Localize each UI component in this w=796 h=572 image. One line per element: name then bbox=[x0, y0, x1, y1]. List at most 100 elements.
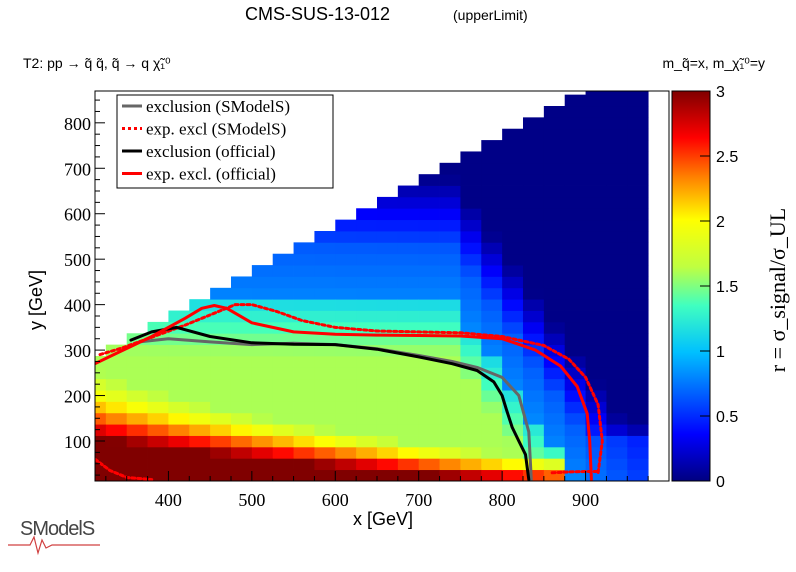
heatmap-cell bbox=[418, 435, 440, 448]
heatmap-cell bbox=[147, 412, 169, 425]
heatmap-cell bbox=[627, 219, 649, 232]
heatmap-cell bbox=[418, 242, 440, 255]
heatmap-cell bbox=[314, 287, 336, 300]
heatmap-cell bbox=[356, 299, 378, 311]
heatmap-cell bbox=[439, 469, 461, 481]
z-tick-label: 0 bbox=[716, 474, 725, 491]
heatmap-cell bbox=[189, 469, 211, 481]
heatmap-cell bbox=[585, 151, 607, 164]
heatmap-cell bbox=[481, 185, 503, 198]
heatmap-cell bbox=[272, 276, 294, 289]
heatmap-cell bbox=[543, 162, 566, 175]
heatmap-cell bbox=[502, 446, 524, 459]
heatmap-cell bbox=[543, 367, 566, 380]
heatmap-cell bbox=[627, 208, 649, 221]
heatmap-cell bbox=[439, 299, 461, 311]
heatmap-cell bbox=[210, 367, 232, 380]
heatmap-cell bbox=[168, 412, 190, 425]
heatmap-cell bbox=[335, 299, 357, 311]
heatmap-cell bbox=[502, 321, 524, 334]
heatmap-cell bbox=[189, 367, 211, 380]
heatmap-cell bbox=[293, 265, 315, 277]
heatmap-cell bbox=[335, 287, 357, 300]
heatmap-cell bbox=[397, 356, 420, 368]
smodels-logo: SModelS bbox=[8, 518, 100, 556]
heatmap-cell bbox=[627, 446, 649, 459]
y-tick-label: 400 bbox=[64, 296, 91, 316]
heatmap-cell bbox=[95, 424, 107, 436]
heatmap-cell bbox=[564, 435, 586, 448]
heatmap-cell bbox=[293, 287, 315, 300]
heatmap-cell bbox=[585, 117, 607, 130]
heatmap-cell bbox=[314, 333, 336, 346]
heatmap-cell bbox=[293, 378, 315, 391]
heatmap-cell bbox=[439, 219, 461, 232]
heatmap-cell bbox=[293, 242, 315, 255]
x-axis-label: x [GeV] bbox=[353, 509, 413, 529]
heatmap-cell bbox=[356, 208, 378, 221]
heatmap-cell bbox=[606, 94, 628, 107]
heatmap-cell bbox=[585, 208, 607, 221]
heatmap-cell bbox=[439, 287, 461, 300]
heatmap-cell bbox=[418, 446, 440, 459]
heatmap-cell bbox=[502, 344, 524, 357]
heatmap-cell bbox=[502, 412, 524, 425]
heatmap-cell bbox=[627, 299, 649, 311]
heatmap-cell bbox=[627, 401, 649, 414]
heatmap-cell bbox=[585, 310, 607, 323]
heatmap-cell bbox=[314, 356, 336, 368]
heatmap-cell bbox=[95, 367, 107, 380]
heatmap-cell bbox=[606, 91, 628, 96]
heatmap-cell bbox=[439, 253, 461, 266]
heatmap-cell bbox=[481, 344, 503, 357]
heatmap-cell bbox=[293, 310, 315, 323]
heatmap-cell bbox=[522, 219, 545, 232]
heatmap-cell bbox=[502, 276, 524, 289]
heatmap-cell bbox=[522, 390, 545, 402]
heatmap-cell bbox=[460, 299, 482, 311]
heatmap-cell bbox=[418, 196, 440, 209]
heatmap-cell bbox=[606, 390, 628, 402]
heatmap-cell bbox=[627, 321, 649, 334]
heatmap-cell bbox=[168, 310, 190, 323]
heatmap-cell bbox=[356, 276, 378, 289]
heatmap-cell bbox=[418, 356, 440, 368]
y-tick-label: 700 bbox=[64, 159, 91, 179]
heatmap-cell bbox=[418, 321, 440, 334]
heatmap-cell bbox=[376, 287, 399, 300]
heatmap-cell bbox=[376, 401, 399, 414]
heatmap-cell bbox=[543, 174, 566, 186]
heatmap-cell bbox=[272, 356, 294, 368]
heatmap-cell bbox=[314, 299, 336, 311]
heatmap-cell bbox=[418, 333, 440, 346]
heatmap-cell bbox=[147, 401, 169, 414]
heatmap-cell bbox=[585, 276, 607, 289]
heatmap-cell bbox=[585, 344, 607, 357]
heatmap-cell bbox=[210, 469, 232, 481]
heatmap-cell bbox=[397, 299, 420, 311]
heatmap-cell bbox=[585, 412, 607, 425]
legend: exclusion (SModelS) exp. excl (SModelS) ex… bbox=[116, 94, 334, 189]
contour-curves bbox=[95, 303, 604, 481]
heatmap-cell bbox=[481, 231, 503, 243]
heatmap-cell bbox=[460, 196, 482, 209]
heatmap-cell bbox=[627, 458, 649, 471]
heatmap-cell bbox=[230, 424, 253, 436]
heatmap-cell bbox=[439, 310, 461, 323]
heatmap-cell bbox=[397, 253, 420, 266]
contour-line bbox=[95, 457, 154, 481]
heatmap-cell bbox=[397, 219, 420, 232]
heatmap-cell bbox=[522, 310, 545, 323]
heatmap-cell bbox=[564, 196, 586, 209]
heatmap-cell bbox=[293, 356, 315, 368]
heatmap-cell bbox=[251, 412, 274, 425]
heatmap-cell bbox=[376, 435, 399, 448]
heatmap-cell bbox=[335, 367, 357, 380]
heatmap-cell bbox=[543, 219, 566, 232]
heatmap-cell bbox=[418, 219, 440, 232]
heatmap-cell bbox=[606, 208, 628, 221]
heatmap-cell bbox=[564, 162, 586, 175]
heatmap-cell bbox=[564, 344, 586, 357]
legend-box bbox=[116, 94, 334, 189]
heatmap-cell bbox=[397, 208, 420, 221]
